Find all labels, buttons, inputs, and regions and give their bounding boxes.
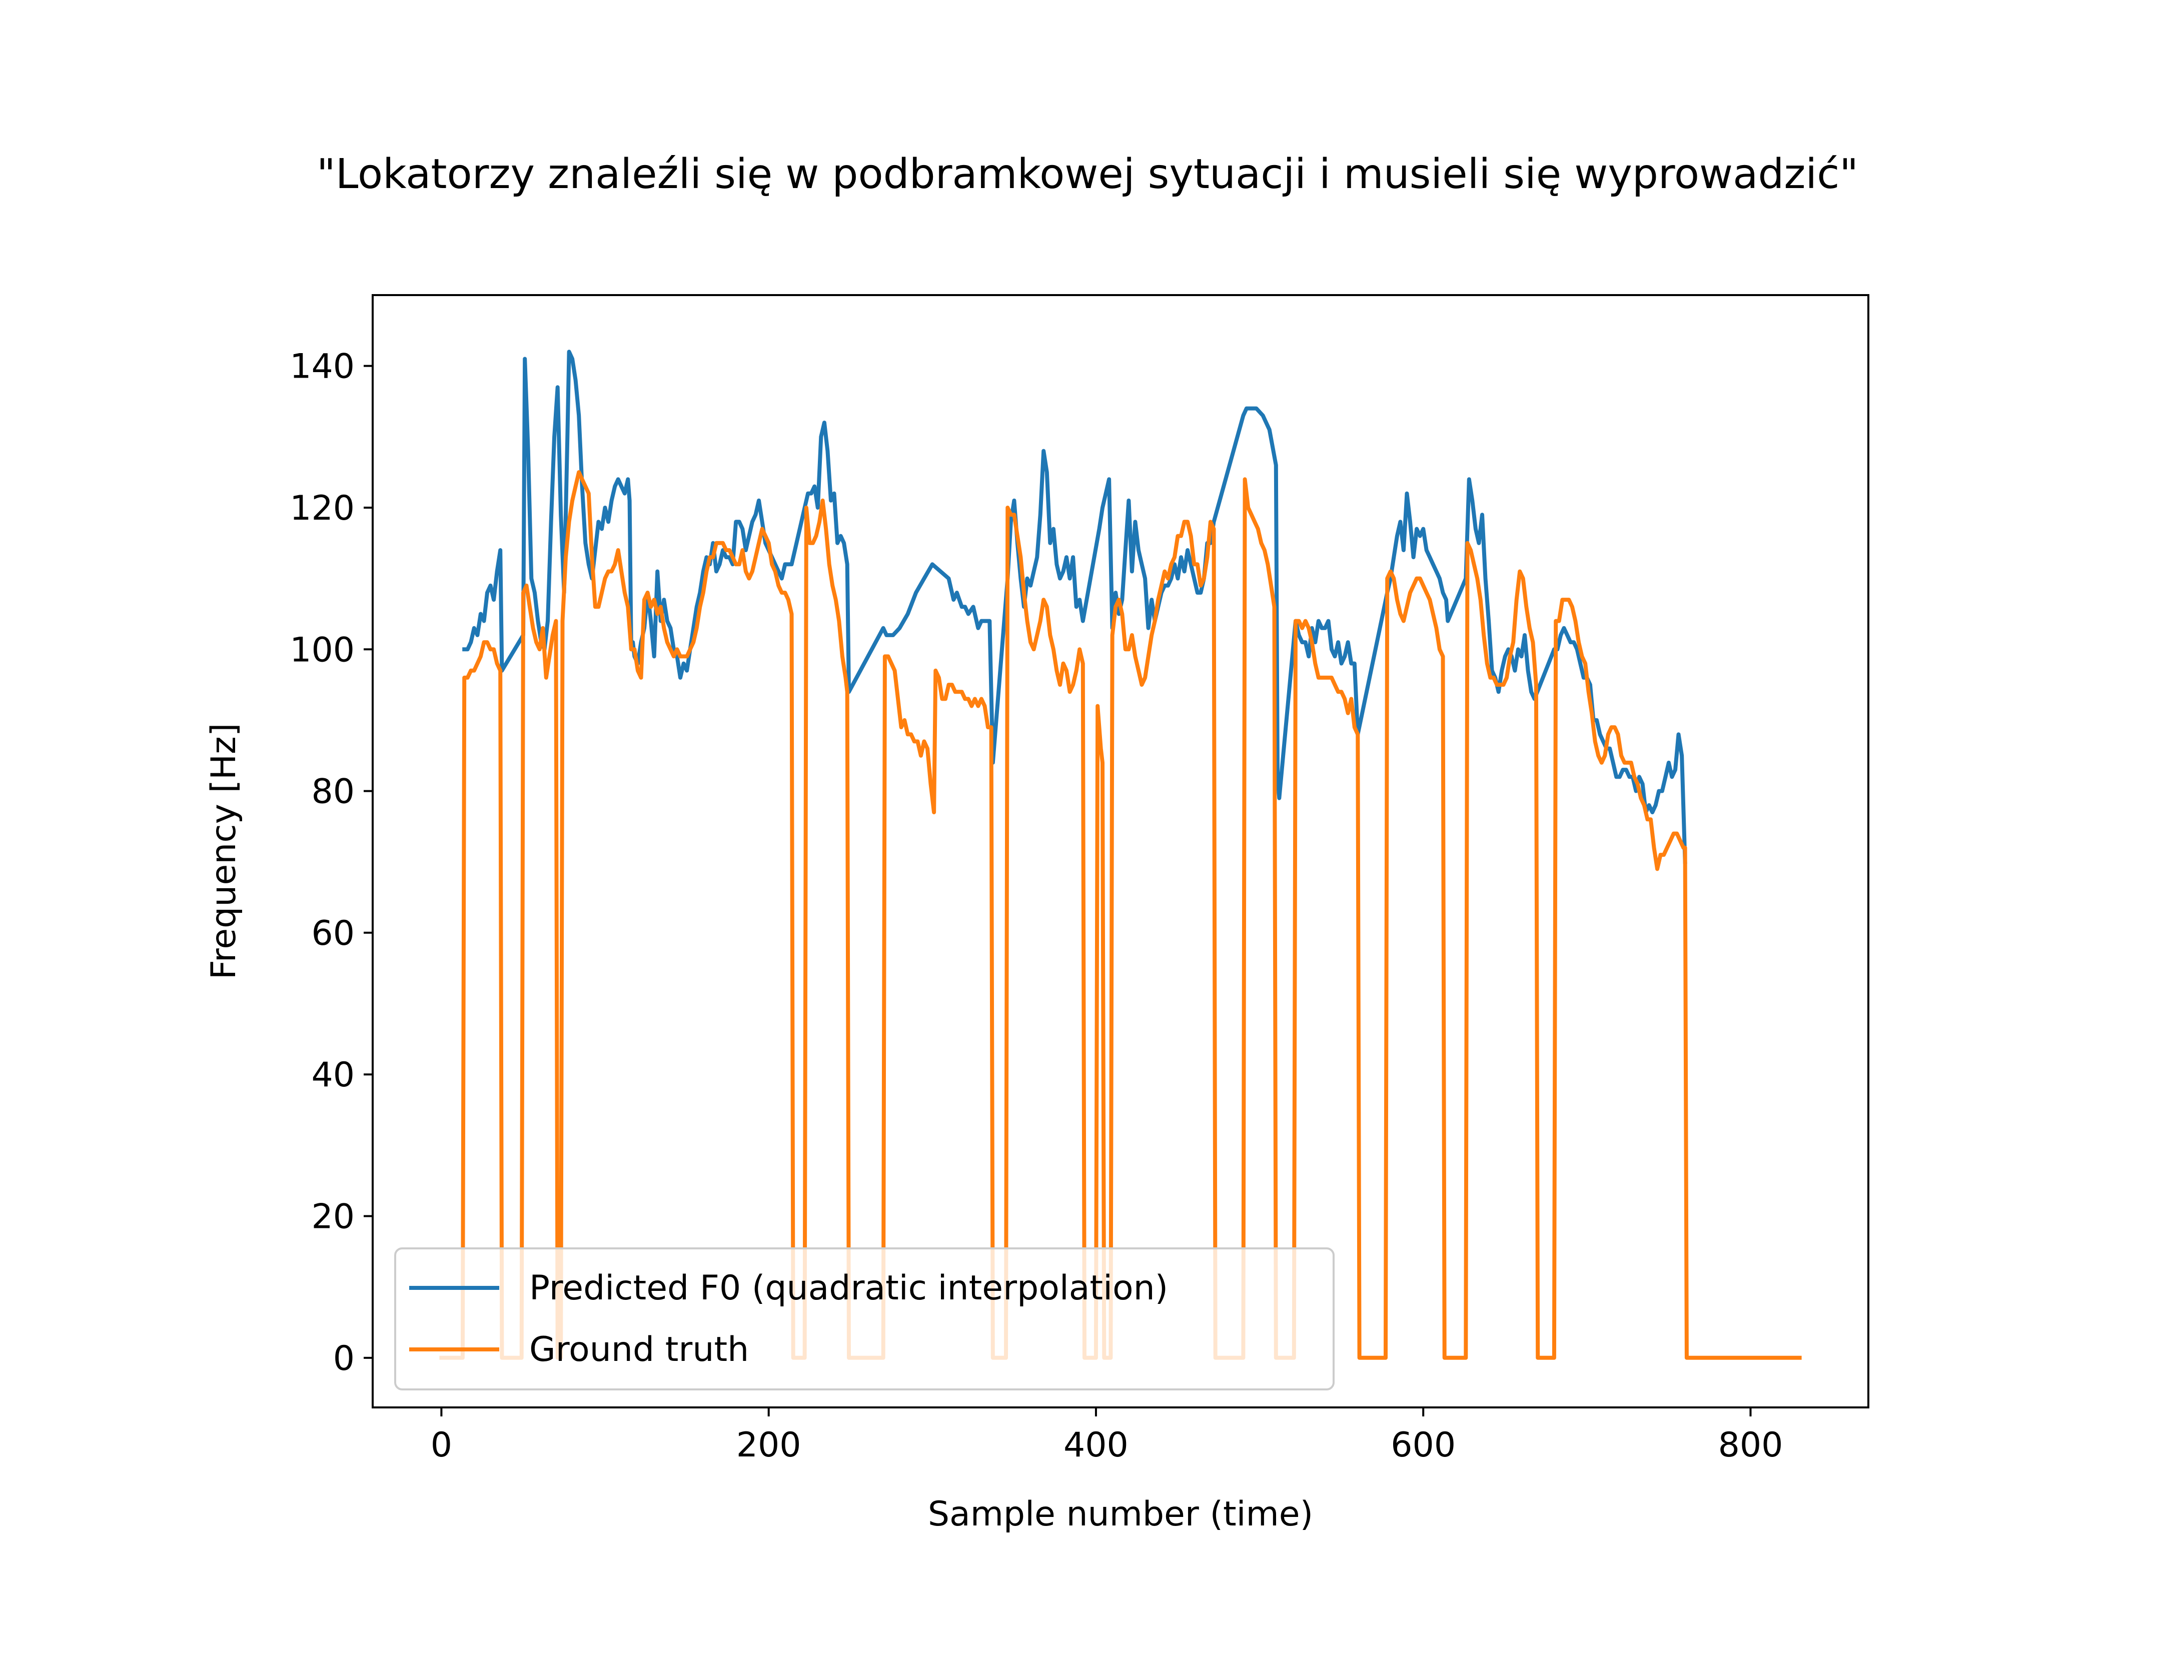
y-tick-label: 60 [311, 914, 355, 953]
y-axis-ticks: 0 20 40 60 80 100 120 140 [290, 347, 373, 1378]
y-tick-label: 20 [311, 1197, 355, 1237]
legend-label-predicted: Predicted F0 (quadratic interpolation) [529, 1268, 1168, 1308]
y-tick-label: 40 [311, 1055, 355, 1095]
legend-label-ground-truth: Ground truth [529, 1330, 749, 1369]
legend: Predicted F0 (quadratic interpolation) G… [394, 1247, 1335, 1390]
x-tick-label: 800 [1718, 1425, 1783, 1465]
series-layer [439, 350, 1802, 1360]
y-axis-title: Frequency [Hz] [204, 723, 244, 980]
chart-title: "Lokatorzy znaleźli się w podbramkowej s… [317, 151, 1858, 198]
x-axis-title: Sample number (time) [928, 1494, 1313, 1534]
x-axis-ticks: 0 200 400 600 800 [431, 1407, 1783, 1465]
legend-box [394, 1247, 1335, 1390]
x-tick-label: 200 [736, 1425, 801, 1465]
x-tick-label: 400 [1063, 1425, 1129, 1465]
y-tick-label: 140 [290, 347, 355, 387]
series-line-ground-truth [439, 470, 1802, 1360]
y-tick-label: 120 [290, 489, 355, 528]
y-tick-label: 80 [311, 772, 355, 812]
y-tick-label: 0 [333, 1339, 355, 1378]
x-tick-label: 600 [1391, 1425, 1456, 1465]
plot-frame [372, 294, 1869, 1408]
y-tick-label: 100 [290, 630, 355, 670]
x-tick-label: 0 [431, 1425, 452, 1465]
